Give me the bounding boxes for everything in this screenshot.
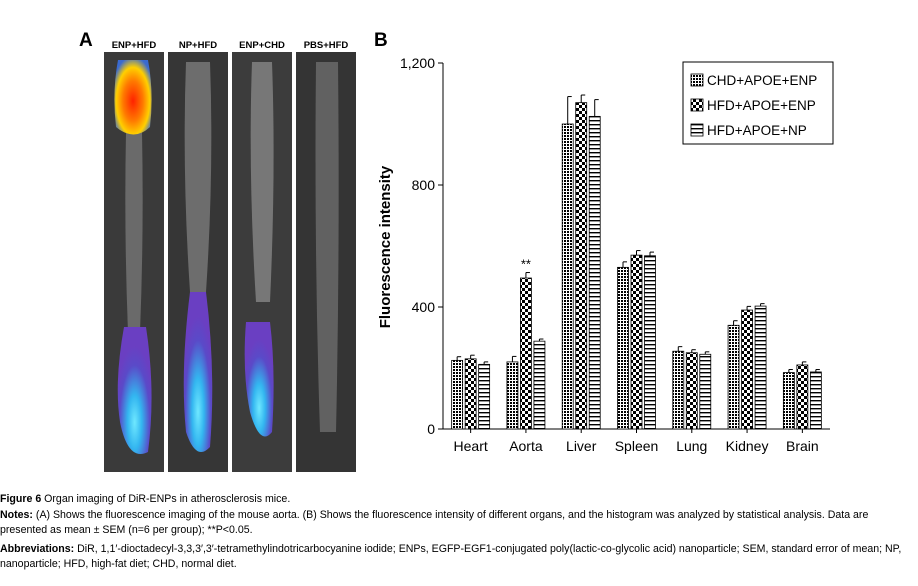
legend-swatch <box>690 123 704 137</box>
figure-caption-title: Figure 6 Organ imaging of DiR-ENPs in at… <box>0 492 918 507</box>
bar <box>478 363 491 430</box>
aorta-image-np-hfd <box>168 52 228 472</box>
bar <box>561 123 574 430</box>
y-tick-label: 400 <box>412 299 436 315</box>
bar <box>809 371 822 430</box>
x-tick-label: Kidney <box>726 438 769 454</box>
notes-heading: Notes: <box>0 509 33 521</box>
figure-notes: Notes: (A) Shows the fluorescence imagin… <box>0 508 918 537</box>
bar <box>796 364 809 430</box>
x-tick-label: Brain <box>786 438 819 454</box>
bar <box>782 372 795 430</box>
bar <box>630 254 643 430</box>
y-tick-label: 800 <box>412 177 436 193</box>
notes-text: (A) Shows the fluorescence imaging of th… <box>0 509 869 536</box>
bar <box>506 361 519 430</box>
significance-marker: ** <box>521 257 531 272</box>
bar <box>520 277 532 430</box>
legend-entry: HFD+APOE+NP <box>707 123 807 138</box>
legend-entry: HFD+APOE+ENP <box>707 98 816 113</box>
bar <box>451 359 464 430</box>
strip-label-enp-hfd: ENP+HFD <box>111 40 157 51</box>
aorta-image-enp-chd <box>232 52 292 472</box>
x-tick-label: Aorta <box>509 438 543 454</box>
figure-number: Figure 6 <box>0 493 42 505</box>
bar <box>741 309 753 430</box>
x-tick-label: Liver <box>566 438 597 454</box>
abbreviations-text: DiR, 1,1′-dioctadecyl-3,3,3′,3′-tetramet… <box>0 543 902 570</box>
bar <box>699 353 712 430</box>
y-tick-label: 1,200 <box>400 55 435 71</box>
panel-b-letter: B <box>374 30 388 51</box>
strip-label-np-hfd: NP+HFD <box>178 40 218 51</box>
x-tick-label: Heart <box>454 438 488 454</box>
strip-label-pbs-hfd: PBS+HFD <box>303 40 349 51</box>
legend-swatch <box>690 73 704 87</box>
figure-abbreviations: Abbreviations: DiR, 1,1′-dioctadecyl-3,3… <box>0 542 918 571</box>
legend-swatch <box>690 98 704 112</box>
bar <box>464 358 477 430</box>
bar <box>754 305 767 430</box>
aorta-image-pbs-hfd <box>296 52 356 472</box>
bar <box>617 266 629 430</box>
aorta-image-enp-hfd <box>104 52 164 472</box>
y-axis-label: Fluorescence intensity <box>377 165 394 328</box>
bar <box>575 102 588 430</box>
x-tick-label: Lung <box>676 438 707 454</box>
bar <box>644 255 656 430</box>
bar <box>588 115 601 430</box>
fluorescence-bar-chart: 0 400 800 1,200 Heart Aorta Liver Spleen Lung Kid… <box>377 55 834 454</box>
abbreviations-heading: Abbreviations: <box>0 543 75 555</box>
bar <box>672 350 685 430</box>
panel-a-letter: A <box>79 30 93 51</box>
legend-box <box>682 61 834 145</box>
legend-entry: CHD+APOE+ENP <box>707 73 817 88</box>
strip-label-enp-chd: ENP+CHD <box>239 40 285 51</box>
bar <box>533 340 546 430</box>
x-tick-label: Spleen <box>615 438 659 454</box>
bar <box>685 352 698 430</box>
y-tick-label: 0 <box>427 421 435 437</box>
figure-title: Organ imaging of DiR-ENPs in atheroscler… <box>41 493 291 505</box>
bar <box>727 324 740 430</box>
